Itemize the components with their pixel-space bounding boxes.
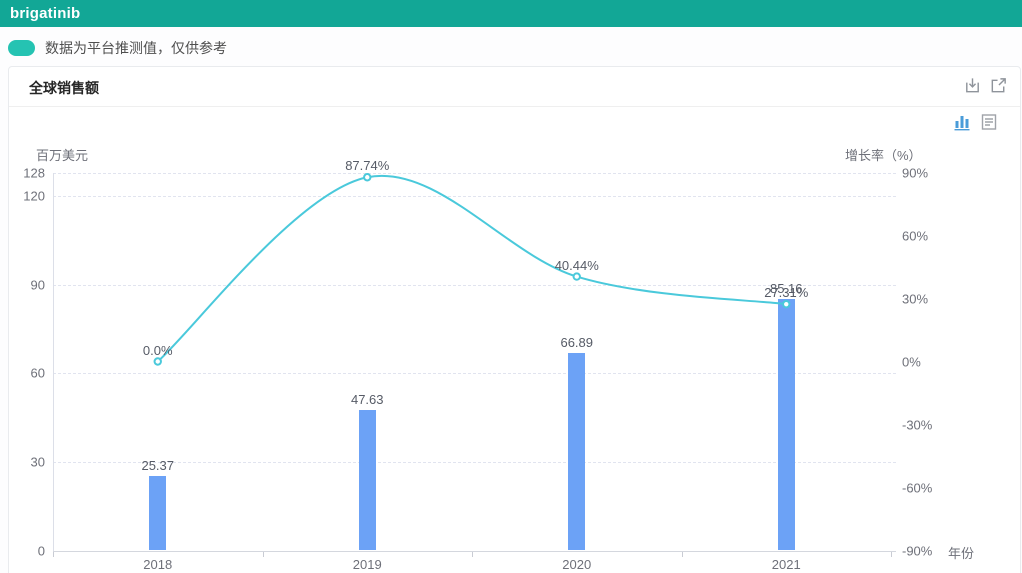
left-axis-tick-label: 30	[30, 454, 45, 470]
line-value-label: 27.31%	[764, 285, 809, 301]
bar-chart-icon[interactable]	[953, 113, 971, 131]
bar-value-label: 25.37	[141, 457, 175, 473]
right-axis-tick-label: -90%	[902, 543, 933, 558]
x-axis-category-label: 2020	[562, 556, 592, 572]
panel-header: 全球销售额	[9, 67, 1020, 107]
bar-2019[interactable]	[358, 409, 376, 551]
right-axis-tick-label: 0%	[902, 354, 921, 369]
left-axis-tick-label: 0	[37, 543, 45, 558]
bar-value-label: 85.16	[769, 281, 803, 296]
gridline	[53, 284, 896, 286]
gridline	[53, 196, 896, 198]
x-axis-category-label: 2021	[771, 556, 801, 572]
line-value-label: 87.74%	[345, 158, 390, 174]
x-axis-tick	[262, 551, 264, 557]
line-value-label: 40.44%	[554, 257, 599, 273]
panel-header-actions	[963, 76, 1008, 95]
download-icon[interactable]	[963, 76, 982, 95]
panel-title: 全球销售额	[29, 80, 99, 96]
line-value-label: 0.0%	[142, 342, 173, 358]
left-axis-tick-label: 120	[23, 188, 45, 204]
app-header: brigatinib	[0, 0, 1022, 27]
left-axis-tick-label: 128	[23, 165, 45, 180]
left-axis-tick-label: 60	[30, 365, 45, 381]
left-axis-tick-label: 90	[30, 277, 45, 293]
sales-panel: 全球销售额	[8, 66, 1021, 573]
right-axis-tick-label: -30%	[902, 417, 933, 432]
right-axis-tick-label: 90%	[902, 165, 929, 180]
line-point-2021[interactable]	[782, 299, 791, 309]
data-view-icon[interactable]	[980, 113, 998, 131]
right-axis-tick-label: 60%	[902, 228, 929, 243]
line-point-2020[interactable]	[572, 272, 581, 281]
x-axis-category-label: 2019	[352, 556, 382, 572]
bar-value-label: 66.89	[560, 334, 594, 350]
estimate-swatch	[8, 40, 35, 56]
gridline	[53, 373, 896, 375]
x-axis-tick	[891, 551, 892, 557]
x-axis-name: 年份	[948, 546, 975, 561]
estimate-note: 数据为平台推测值，仅供参考	[8, 39, 227, 57]
bar-2018[interactable]	[149, 475, 167, 551]
external-link-icon[interactable]	[989, 76, 1008, 95]
x-axis-tick	[472, 551, 473, 557]
line-point-2018[interactable]	[153, 357, 162, 366]
bar-2021[interactable]	[777, 299, 795, 551]
gridline	[53, 461, 896, 463]
bar-2020[interactable]	[568, 352, 586, 551]
page-title: brigatinib	[10, 5, 81, 22]
chart-toolbox	[953, 113, 998, 131]
x-axis-category-label: 2018	[143, 556, 173, 572]
x-axis-tick	[53, 551, 54, 557]
bar-value-label: 47.63	[350, 391, 384, 407]
right-axis-tick-label: 30%	[902, 291, 929, 306]
x-axis-tick	[681, 551, 683, 557]
line-point-2019[interactable]	[363, 173, 372, 182]
gridline	[53, 172, 896, 174]
right-axis-tick-label: -60%	[902, 480, 933, 495]
x-axis-line	[53, 550, 896, 552]
growth-line-path	[157, 174, 787, 363]
right-axis-name: 增长率（%）	[845, 148, 922, 163]
left-axis-name: 百万美元	[36, 148, 89, 163]
estimate-label: 数据为平台推测值，仅供参考	[45, 40, 227, 56]
left-axis-line	[53, 172, 54, 551]
